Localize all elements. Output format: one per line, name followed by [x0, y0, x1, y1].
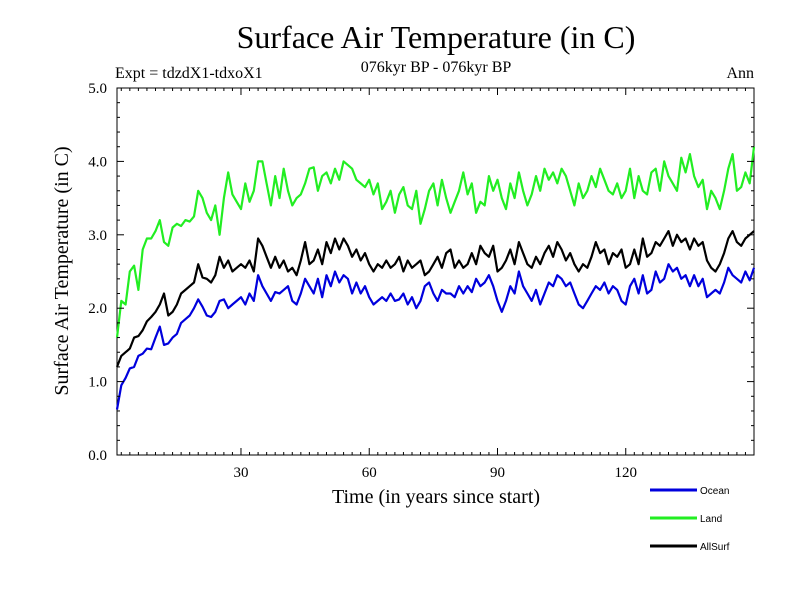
x-axis-ticks: 30 60 90 120 — [120, 88, 755, 481]
chart-title: Surface Air Temperature (in C) — [237, 19, 636, 55]
chart-season: Ann — [726, 65, 754, 82]
x-tick-label: 120 — [614, 465, 637, 481]
y-tick-label: 1.0 — [88, 375, 107, 391]
y-tick-label: 3.0 — [88, 228, 107, 244]
series-group — [115, 146, 756, 410]
legend-label-ocean: Ocean — [700, 486, 729, 497]
legend-label-allsurf: AllSurf — [700, 542, 730, 553]
y-tick-label: 0.0 — [88, 448, 107, 464]
x-tick-label: 60 — [362, 465, 377, 481]
chart-subtitle: 076kyr BP - 076kyr BP — [361, 59, 512, 76]
y-tick-label: 5.0 — [88, 81, 107, 97]
y-axis-label: Surface Air Temperature (in C) — [51, 146, 73, 395]
y-axis-ticks: 0.0 1.0 2.0 3.0 4.0 5.0 — [88, 81, 754, 464]
series-line-allsurf — [115, 230, 755, 368]
chart-experiment: Expt = tdzdX1-tdxoX1 — [115, 65, 263, 82]
legend: Ocean Land AllSurf — [650, 486, 730, 553]
y-tick-label: 4.0 — [88, 154, 107, 170]
x-tick-label: 90 — [490, 465, 505, 481]
x-tick-label: 30 — [233, 465, 248, 481]
y-tick-label: 2.0 — [88, 301, 107, 317]
legend-label-land: Land — [700, 514, 722, 525]
series-line-land — [115, 146, 756, 338]
x-axis-label: Time (in years since start) — [332, 486, 540, 508]
series-line-ocean — [115, 263, 756, 410]
plot-frame — [116, 87, 755, 456]
